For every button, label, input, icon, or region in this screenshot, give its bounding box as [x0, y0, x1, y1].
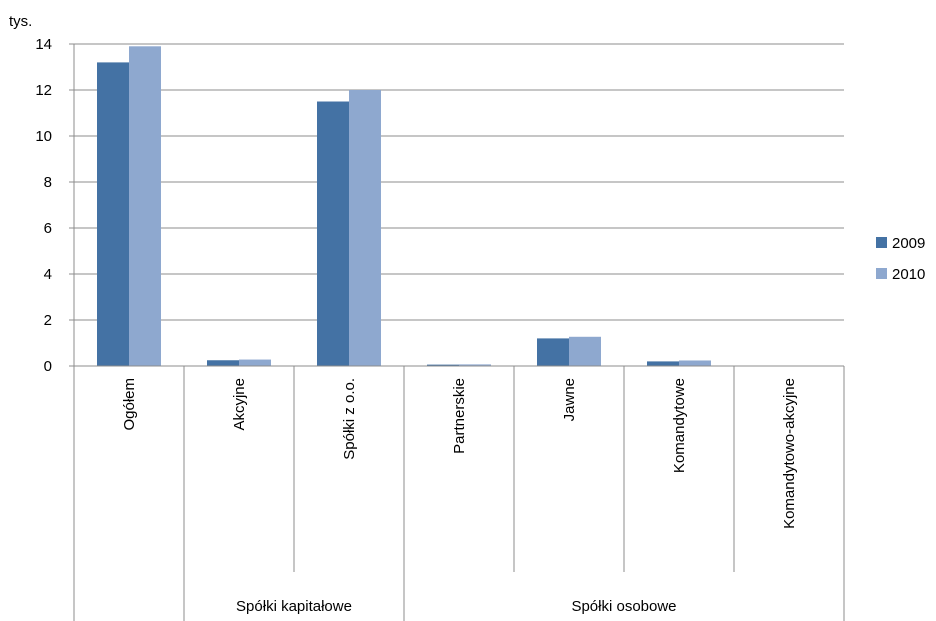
group-label: Spółki osobowe: [571, 598, 676, 615]
y-axis-ticks: 0 2 4 6 8 10 12 14: [35, 36, 74, 375]
x-tick-label: Komandytowe: [671, 378, 688, 473]
x-tick-label: Ogółem: [121, 378, 138, 431]
x-tick-label: Partnerskie: [451, 378, 468, 454]
legend-swatch-2010: [876, 268, 887, 279]
bar-2010: [459, 364, 491, 366]
bars: [97, 46, 821, 367]
y-axis-unit-label: tys.: [9, 13, 32, 30]
bar-2009: [427, 364, 459, 366]
legend-label: 2010: [892, 266, 925, 283]
bar-2010: [569, 336, 601, 366]
y-tick-label: 8: [44, 174, 52, 191]
y-tick-label: 12: [35, 82, 52, 99]
y-tick-label: 10: [35, 128, 52, 145]
gridlines: [74, 43, 844, 321]
bar-2010: [349, 90, 381, 366]
bar-2009: [207, 360, 239, 366]
bar-2009: [647, 361, 679, 366]
y-tick-label: 14: [35, 36, 52, 53]
x-axis-labels: Ogółem Akcyjne Spółki z o.o. Partnerskie Jaw…: [121, 378, 798, 615]
bar-2010: [679, 360, 711, 366]
y-tick-label: 2: [44, 312, 52, 329]
legend-label: 2009: [892, 235, 925, 252]
y-tick-label: 4: [44, 266, 52, 283]
x-tick-label: Jawne: [561, 378, 578, 421]
bar-2009: [97, 62, 129, 367]
bar-2010: [129, 46, 161, 367]
y-tick-label: 6: [44, 220, 52, 237]
x-tick-label: Akcyjne: [231, 378, 248, 431]
y-tick-label: 0: [44, 358, 52, 375]
axes: [73, 44, 845, 621]
bar-2009: [317, 101, 349, 366]
legend-swatch-2009: [876, 237, 887, 248]
legend: 2009 2010: [876, 235, 925, 283]
bar-2010: [239, 359, 271, 366]
x-tick-label: Spółki z o.o.: [341, 378, 358, 460]
x-tick-label: Komandytowo-akcyjne: [781, 378, 798, 529]
group-label: Spółki kapitałowe: [236, 598, 352, 615]
bar-2009: [537, 338, 569, 366]
